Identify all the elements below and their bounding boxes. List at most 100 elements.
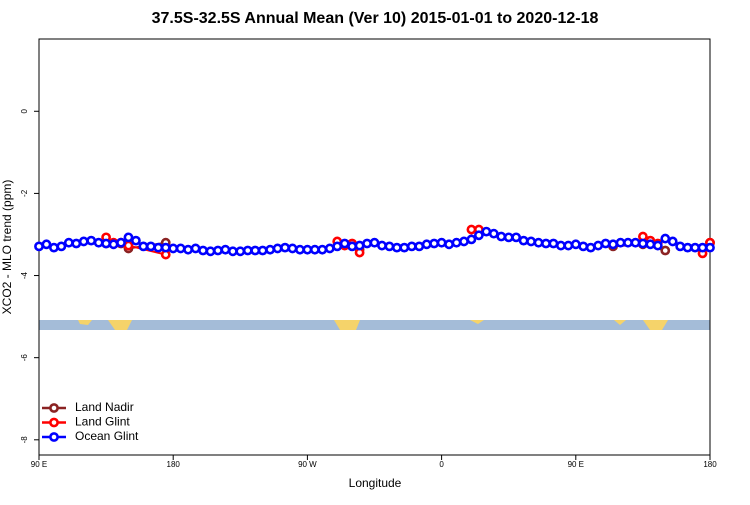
- point: [265, 244, 276, 255]
- point: [690, 242, 700, 253]
- point: [34, 241, 44, 252]
- legend-marker: [49, 403, 59, 413]
- point: [153, 242, 164, 253]
- point: [473, 230, 484, 241]
- point: [563, 240, 574, 251]
- point: [459, 236, 469, 247]
- point: [391, 242, 402, 253]
- point: [697, 242, 708, 253]
- point: [160, 242, 171, 253]
- point: [339, 238, 350, 249]
- point: [287, 243, 298, 254]
- point: [71, 238, 82, 249]
- point: [175, 243, 186, 254]
- point: [41, 239, 52, 250]
- point: [131, 235, 141, 246]
- legend-label: Ocean Glint: [75, 429, 139, 443]
- point: [414, 241, 425, 252]
- point: [145, 241, 156, 252]
- x-tick-label: 180: [167, 460, 181, 469]
- point: [660, 245, 671, 256]
- point: [630, 237, 641, 248]
- x-tick-label: 0: [439, 460, 444, 469]
- point: [257, 245, 268, 256]
- point: [481, 226, 492, 237]
- x-tick-label: 90 W: [298, 460, 317, 469]
- point: [49, 242, 59, 253]
- point: [250, 245, 261, 256]
- point: [205, 246, 216, 257]
- point: [302, 244, 313, 255]
- point: [56, 241, 67, 252]
- point: [63, 237, 74, 248]
- map-strip: [39, 320, 710, 330]
- x-axis-label: Longitude: [349, 476, 402, 490]
- point: [190, 243, 201, 254]
- point: [570, 239, 581, 250]
- point: [444, 239, 454, 250]
- point: [600, 238, 611, 249]
- point: [660, 233, 671, 244]
- point: [183, 244, 194, 255]
- point: [421, 239, 432, 250]
- point: [682, 242, 693, 253]
- y-tick-label: -6: [20, 354, 29, 362]
- point: [645, 239, 656, 250]
- point: [503, 232, 514, 243]
- point: [198, 245, 208, 256]
- y-tick-label: 0: [20, 109, 29, 114]
- point: [541, 238, 551, 249]
- point: [317, 244, 328, 255]
- point: [354, 240, 365, 251]
- x-tick-label: 180: [703, 460, 717, 469]
- point: [108, 239, 119, 250]
- y-tick-label: -4: [20, 271, 29, 279]
- legend-label: Land Glint: [75, 415, 130, 429]
- point: [518, 235, 529, 246]
- point: [332, 241, 343, 252]
- point: [496, 231, 507, 242]
- point: [138, 241, 149, 252]
- point: [511, 232, 522, 243]
- point: [667, 236, 678, 247]
- point: [555, 240, 566, 251]
- point: [272, 243, 283, 254]
- point: [623, 237, 633, 248]
- point: [168, 243, 179, 254]
- point: [429, 238, 440, 249]
- point: [578, 241, 589, 252]
- point: [123, 240, 134, 251]
- x-tick-label: 90 E: [31, 460, 47, 469]
- point: [652, 240, 663, 251]
- point: [608, 239, 618, 250]
- point: [488, 228, 499, 239]
- point: [466, 224, 477, 235]
- point: [705, 242, 715, 253]
- point: [78, 236, 89, 247]
- point: [406, 241, 417, 252]
- point: [123, 232, 134, 243]
- chart-title: 37.5S-32.5S Annual Mean (Ver 10) 2015-01…: [152, 10, 599, 27]
- point: [526, 236, 536, 247]
- point: [466, 234, 477, 245]
- legend-marker: [49, 417, 59, 428]
- point: [86, 235, 97, 246]
- point: [369, 237, 380, 248]
- point: [295, 244, 305, 255]
- point: [548, 238, 559, 249]
- x-tick-label: 90 E: [568, 460, 584, 469]
- legend-marker: [49, 432, 59, 442]
- y-tick-label: -2: [20, 189, 29, 197]
- point: [585, 242, 596, 253]
- point: [347, 241, 358, 252]
- point: [309, 244, 320, 255]
- point: [377, 240, 387, 251]
- point: [280, 242, 290, 253]
- point: [101, 238, 111, 249]
- point: [235, 246, 246, 257]
- point: [93, 237, 104, 248]
- point: [638, 238, 648, 249]
- point: [593, 240, 604, 251]
- point: [324, 243, 335, 254]
